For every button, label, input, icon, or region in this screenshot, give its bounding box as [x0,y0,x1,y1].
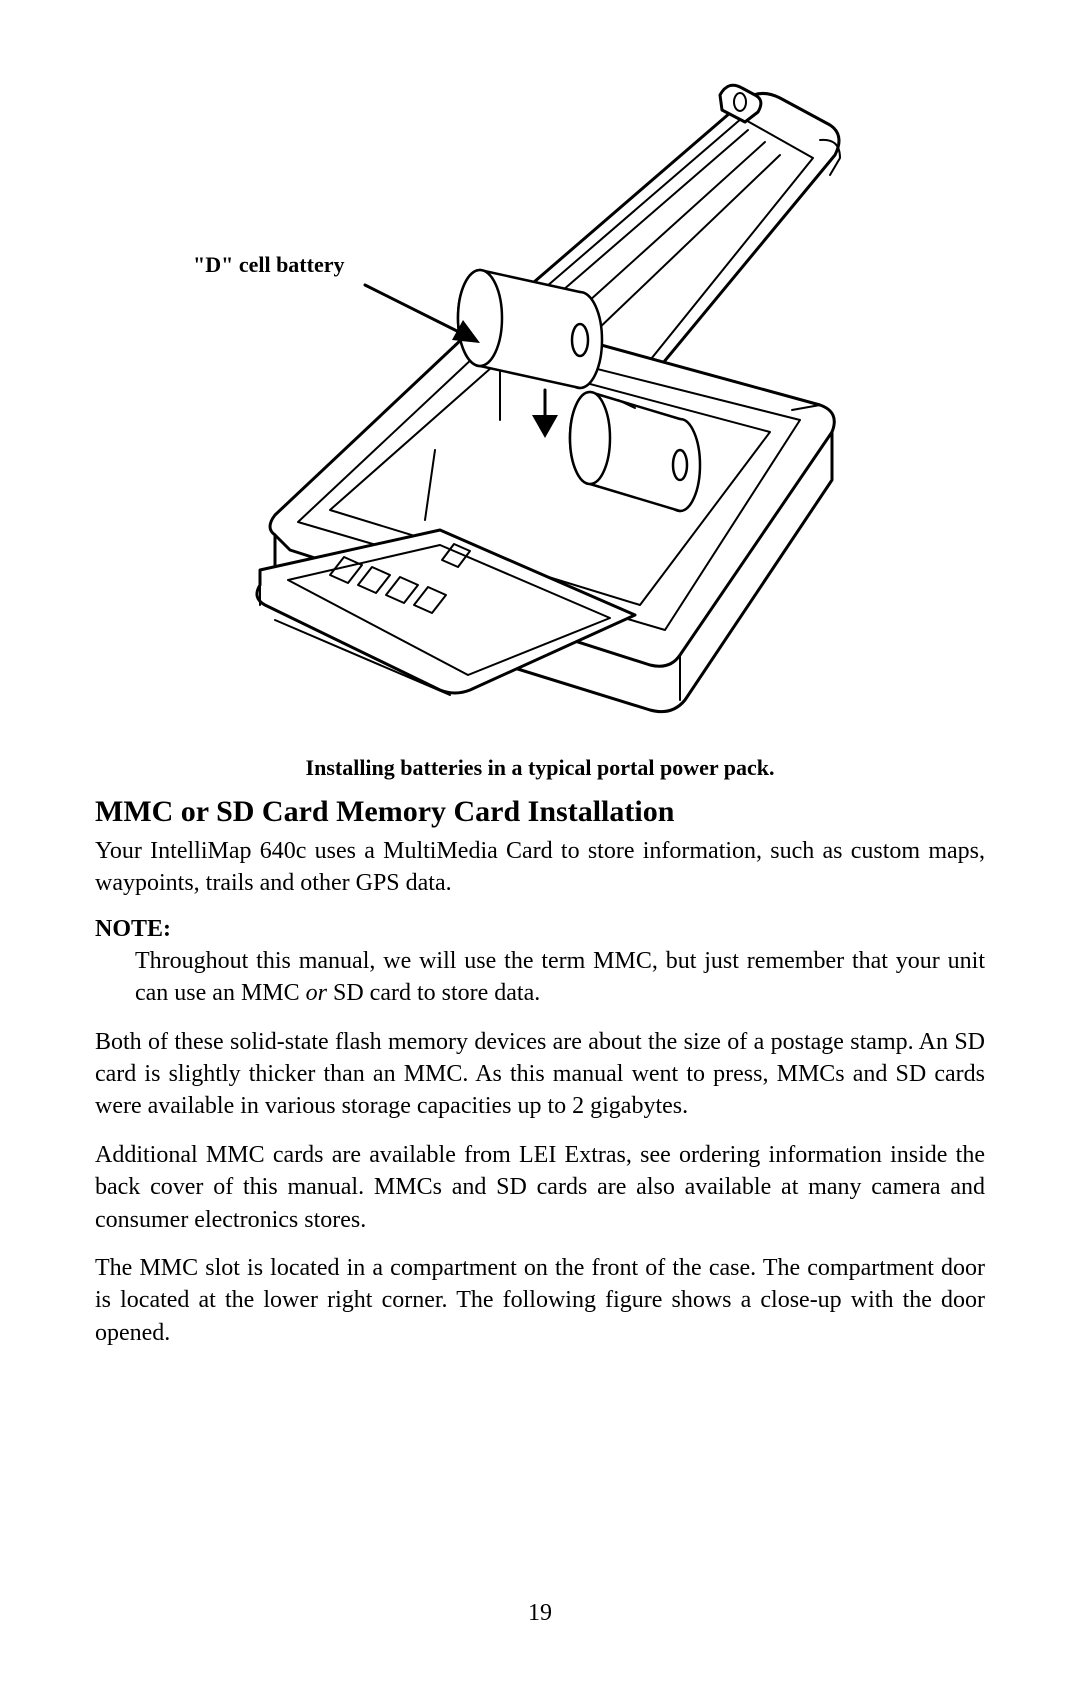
paragraph-slot-location: The MMC slot is located in a compartment… [95,1252,985,1349]
paragraph-size: Both of these solid-state flash memory d… [95,1026,985,1123]
section-heading: MMC or SD Card Memory Card Installation [95,795,985,829]
callout-d-cell-battery: "D" cell battery [193,252,345,278]
paragraph-availability: Additional MMC cards are available from … [95,1139,985,1236]
note-text-after: SD card to store data. [327,980,540,1006]
note-body: Throughout this manual, we will use the … [95,945,985,1010]
paragraph-intro: Your IntelliMap 640c uses a MultiMedia C… [95,835,985,900]
note-text-italic: or [306,980,327,1006]
figure-battery-install: "D" cell battery [95,60,985,781]
page-number: 19 [0,1600,1080,1627]
figure-caption: Installing batteries in a typical portal… [95,755,985,781]
note-label: NOTE: [95,916,985,943]
battery-pack-illustration [180,60,900,740]
manual-page: "D" cell battery [0,0,1080,1682]
note-text-before: Throughout this manual, we will use the … [135,948,985,1006]
